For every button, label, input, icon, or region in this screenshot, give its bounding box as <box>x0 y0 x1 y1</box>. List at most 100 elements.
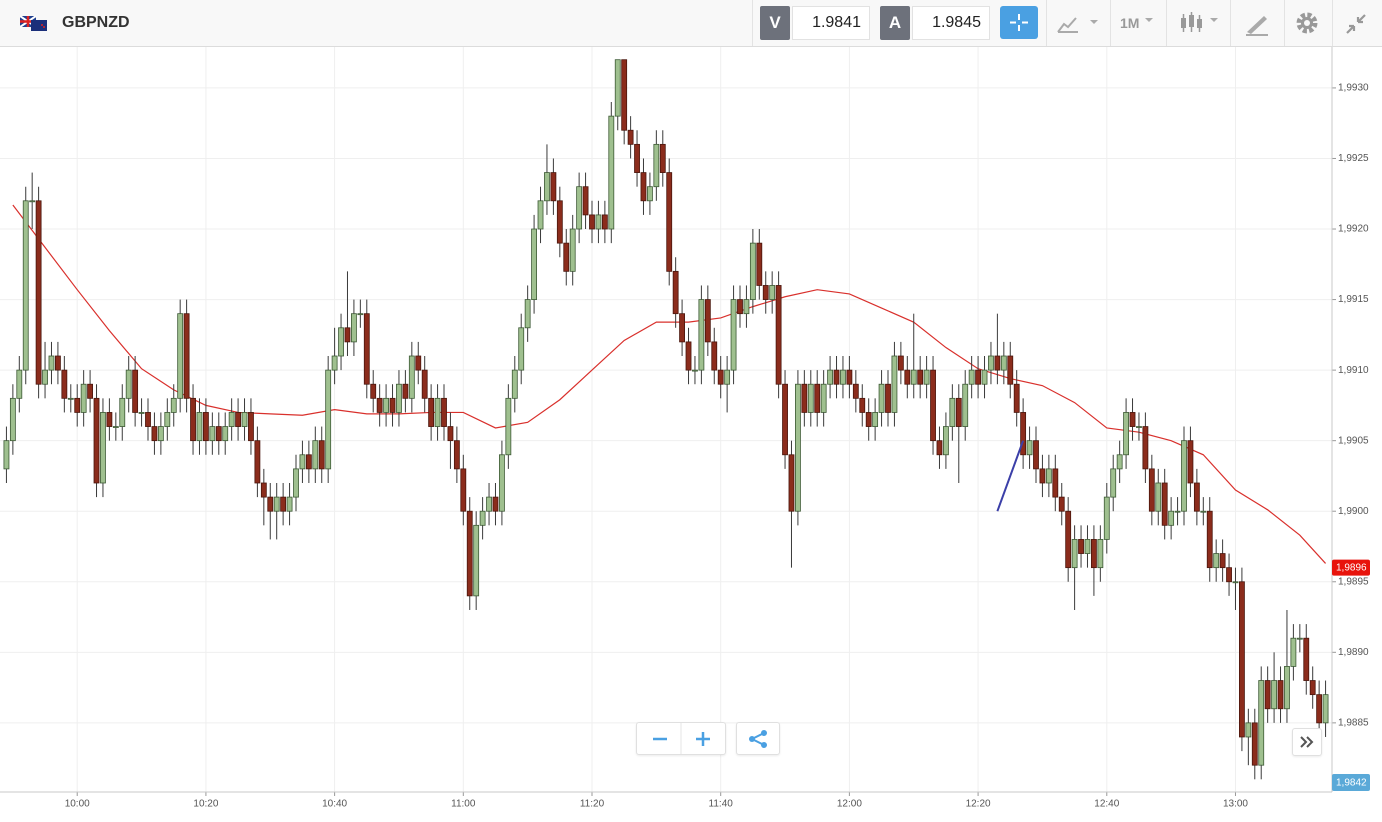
candle-body <box>87 383 93 399</box>
candle-body <box>749 242 756 300</box>
x-tick-label: 12:20 <box>966 799 991 810</box>
candle-body <box>93 397 100 484</box>
candle-body <box>930 369 936 442</box>
candle-body <box>544 172 550 202</box>
candle-body <box>132 369 139 413</box>
candle-body <box>1187 440 1194 484</box>
candle-body <box>434 397 441 427</box>
candle-body <box>55 355 61 371</box>
sell-button[interactable]: V <box>760 6 790 40</box>
candle-body <box>833 369 840 385</box>
x-tick-label: 12:00 <box>837 799 862 810</box>
candle-body <box>1103 496 1110 540</box>
share-button[interactable] <box>736 722 780 755</box>
candle-body <box>550 172 557 202</box>
candle-body <box>119 397 126 427</box>
y-tick-label: 1,9885 <box>1338 718 1369 729</box>
candle-body <box>396 383 402 413</box>
candle-body <box>1264 680 1271 710</box>
candle-body <box>704 299 711 343</box>
candle-body <box>254 440 261 484</box>
candle-body <box>1219 553 1226 569</box>
price-marker <box>1332 559 1370 576</box>
y-tick-label: 1,9895 <box>1338 576 1369 587</box>
candle-body <box>389 397 396 413</box>
candle-body <box>1026 440 1033 456</box>
candle-body <box>1226 567 1232 583</box>
scroll-right-button[interactable] <box>1292 728 1322 756</box>
candle-body <box>299 454 306 470</box>
candle-body <box>563 242 570 272</box>
candle-body <box>807 383 814 413</box>
draw-button[interactable] <box>1244 12 1270 36</box>
candle-body <box>724 369 731 385</box>
candle-body <box>338 327 344 357</box>
candle-body <box>248 412 254 442</box>
candle-body <box>1296 637 1303 640</box>
candle-body <box>112 426 119 428</box>
candle-body <box>518 327 525 371</box>
settings-button[interactable] <box>1294 10 1320 36</box>
candle-body <box>100 412 106 484</box>
candle-body <box>910 369 917 385</box>
candle-body <box>820 383 827 413</box>
candle-body <box>981 369 988 385</box>
candle-body <box>222 426 229 442</box>
candle-body <box>1316 694 1323 724</box>
candle-body <box>42 369 48 385</box>
candle-body <box>531 228 537 300</box>
chart-type-button[interactable] <box>1056 12 1104 34</box>
candle-body <box>846 369 853 385</box>
candle-body <box>363 313 370 385</box>
candle-body <box>962 383 969 427</box>
candle-body <box>492 496 499 512</box>
candle-body <box>48 355 55 371</box>
candle-body <box>1033 440 1039 470</box>
y-tick-label: 1,9930 <box>1338 83 1369 94</box>
candle-body <box>762 285 769 300</box>
candle-body <box>814 383 821 413</box>
candle-body <box>106 412 113 427</box>
candle-body <box>640 172 647 202</box>
candle-body <box>840 369 846 385</box>
candle-body <box>795 383 801 512</box>
candle-body <box>988 355 994 371</box>
candle-body <box>1045 468 1052 484</box>
collapse-button[interactable] <box>1344 12 1368 36</box>
price-marker-label: 1,9896 <box>1336 562 1367 573</box>
candle-body <box>1078 539 1084 554</box>
candle-body <box>1129 412 1136 427</box>
candle-body <box>968 369 975 385</box>
candle-body <box>975 369 981 385</box>
timeframe-button[interactable]: 1M <box>1120 15 1140 31</box>
candle-body <box>1084 539 1091 554</box>
candle-body <box>1251 722 1258 766</box>
candle-body <box>666 172 673 272</box>
trendline <box>996 440 1025 512</box>
candle-body <box>376 397 383 413</box>
candle-body <box>196 412 203 442</box>
candle-body <box>737 299 743 315</box>
buy-button[interactable]: A <box>880 6 910 40</box>
candle-body <box>653 143 660 188</box>
candle-body <box>782 383 788 456</box>
crosshair-button[interactable] <box>1000 6 1038 39</box>
candle-body <box>235 412 241 427</box>
moving-average-line <box>12 204 1327 564</box>
candle-style-button[interactable] <box>1178 10 1224 36</box>
candle-body <box>305 454 312 470</box>
candle-body <box>943 426 949 456</box>
candle-body <box>203 412 209 442</box>
candle-body <box>679 313 685 343</box>
candle-body <box>769 285 776 300</box>
candle-body <box>138 412 145 414</box>
candle-body <box>428 397 435 427</box>
candle-body <box>1232 581 1239 584</box>
candle-body <box>711 341 718 371</box>
candle-body <box>157 426 164 442</box>
candle-body <box>917 369 924 385</box>
candle-body <box>344 327 351 343</box>
bottom-price-marker <box>1332 774 1370 791</box>
candle-body <box>865 412 872 427</box>
x-tick-label: 11:00 <box>451 799 476 810</box>
